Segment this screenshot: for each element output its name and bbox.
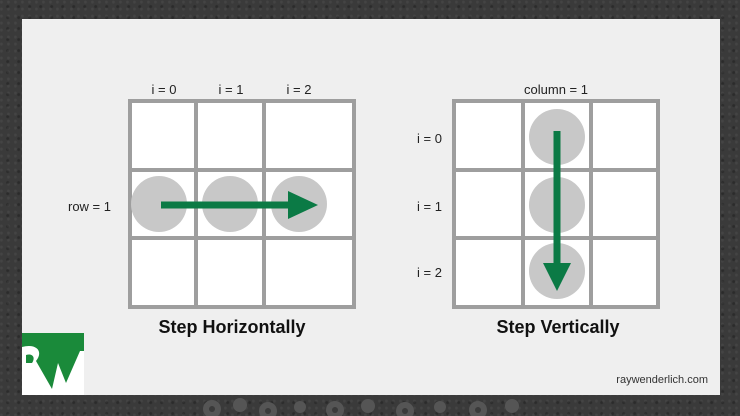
- left-grid: [128, 99, 356, 309]
- footer-site: raywenderlich.com: [616, 374, 708, 386]
- arrow-right-icon: [161, 191, 318, 219]
- arrow-down-icon: [543, 131, 571, 291]
- right-title: Step Vertically: [496, 317, 620, 337]
- col-label-0: i = 0: [151, 82, 177, 97]
- cell-circle: [131, 176, 187, 232]
- right-grid: [452, 99, 660, 309]
- row-label-1: i = 1: [417, 199, 442, 214]
- col-label-2: i = 2: [286, 82, 312, 97]
- slide: i = 0 i = 1 i = 2 row = 1 Step Horizonta…: [22, 19, 720, 395]
- row-label-0: i = 0: [417, 131, 442, 146]
- gear-icon: [203, 398, 519, 416]
- left-title: Step Horizontally: [158, 317, 306, 337]
- col-label-1: i = 1: [218, 82, 244, 97]
- grids-svg: [128, 99, 660, 309]
- row-label-2: i = 2: [417, 265, 442, 280]
- raywenderlich-logo-icon: [22, 333, 84, 395]
- row-label: row = 1: [68, 199, 111, 214]
- column-label: column = 1: [524, 82, 588, 97]
